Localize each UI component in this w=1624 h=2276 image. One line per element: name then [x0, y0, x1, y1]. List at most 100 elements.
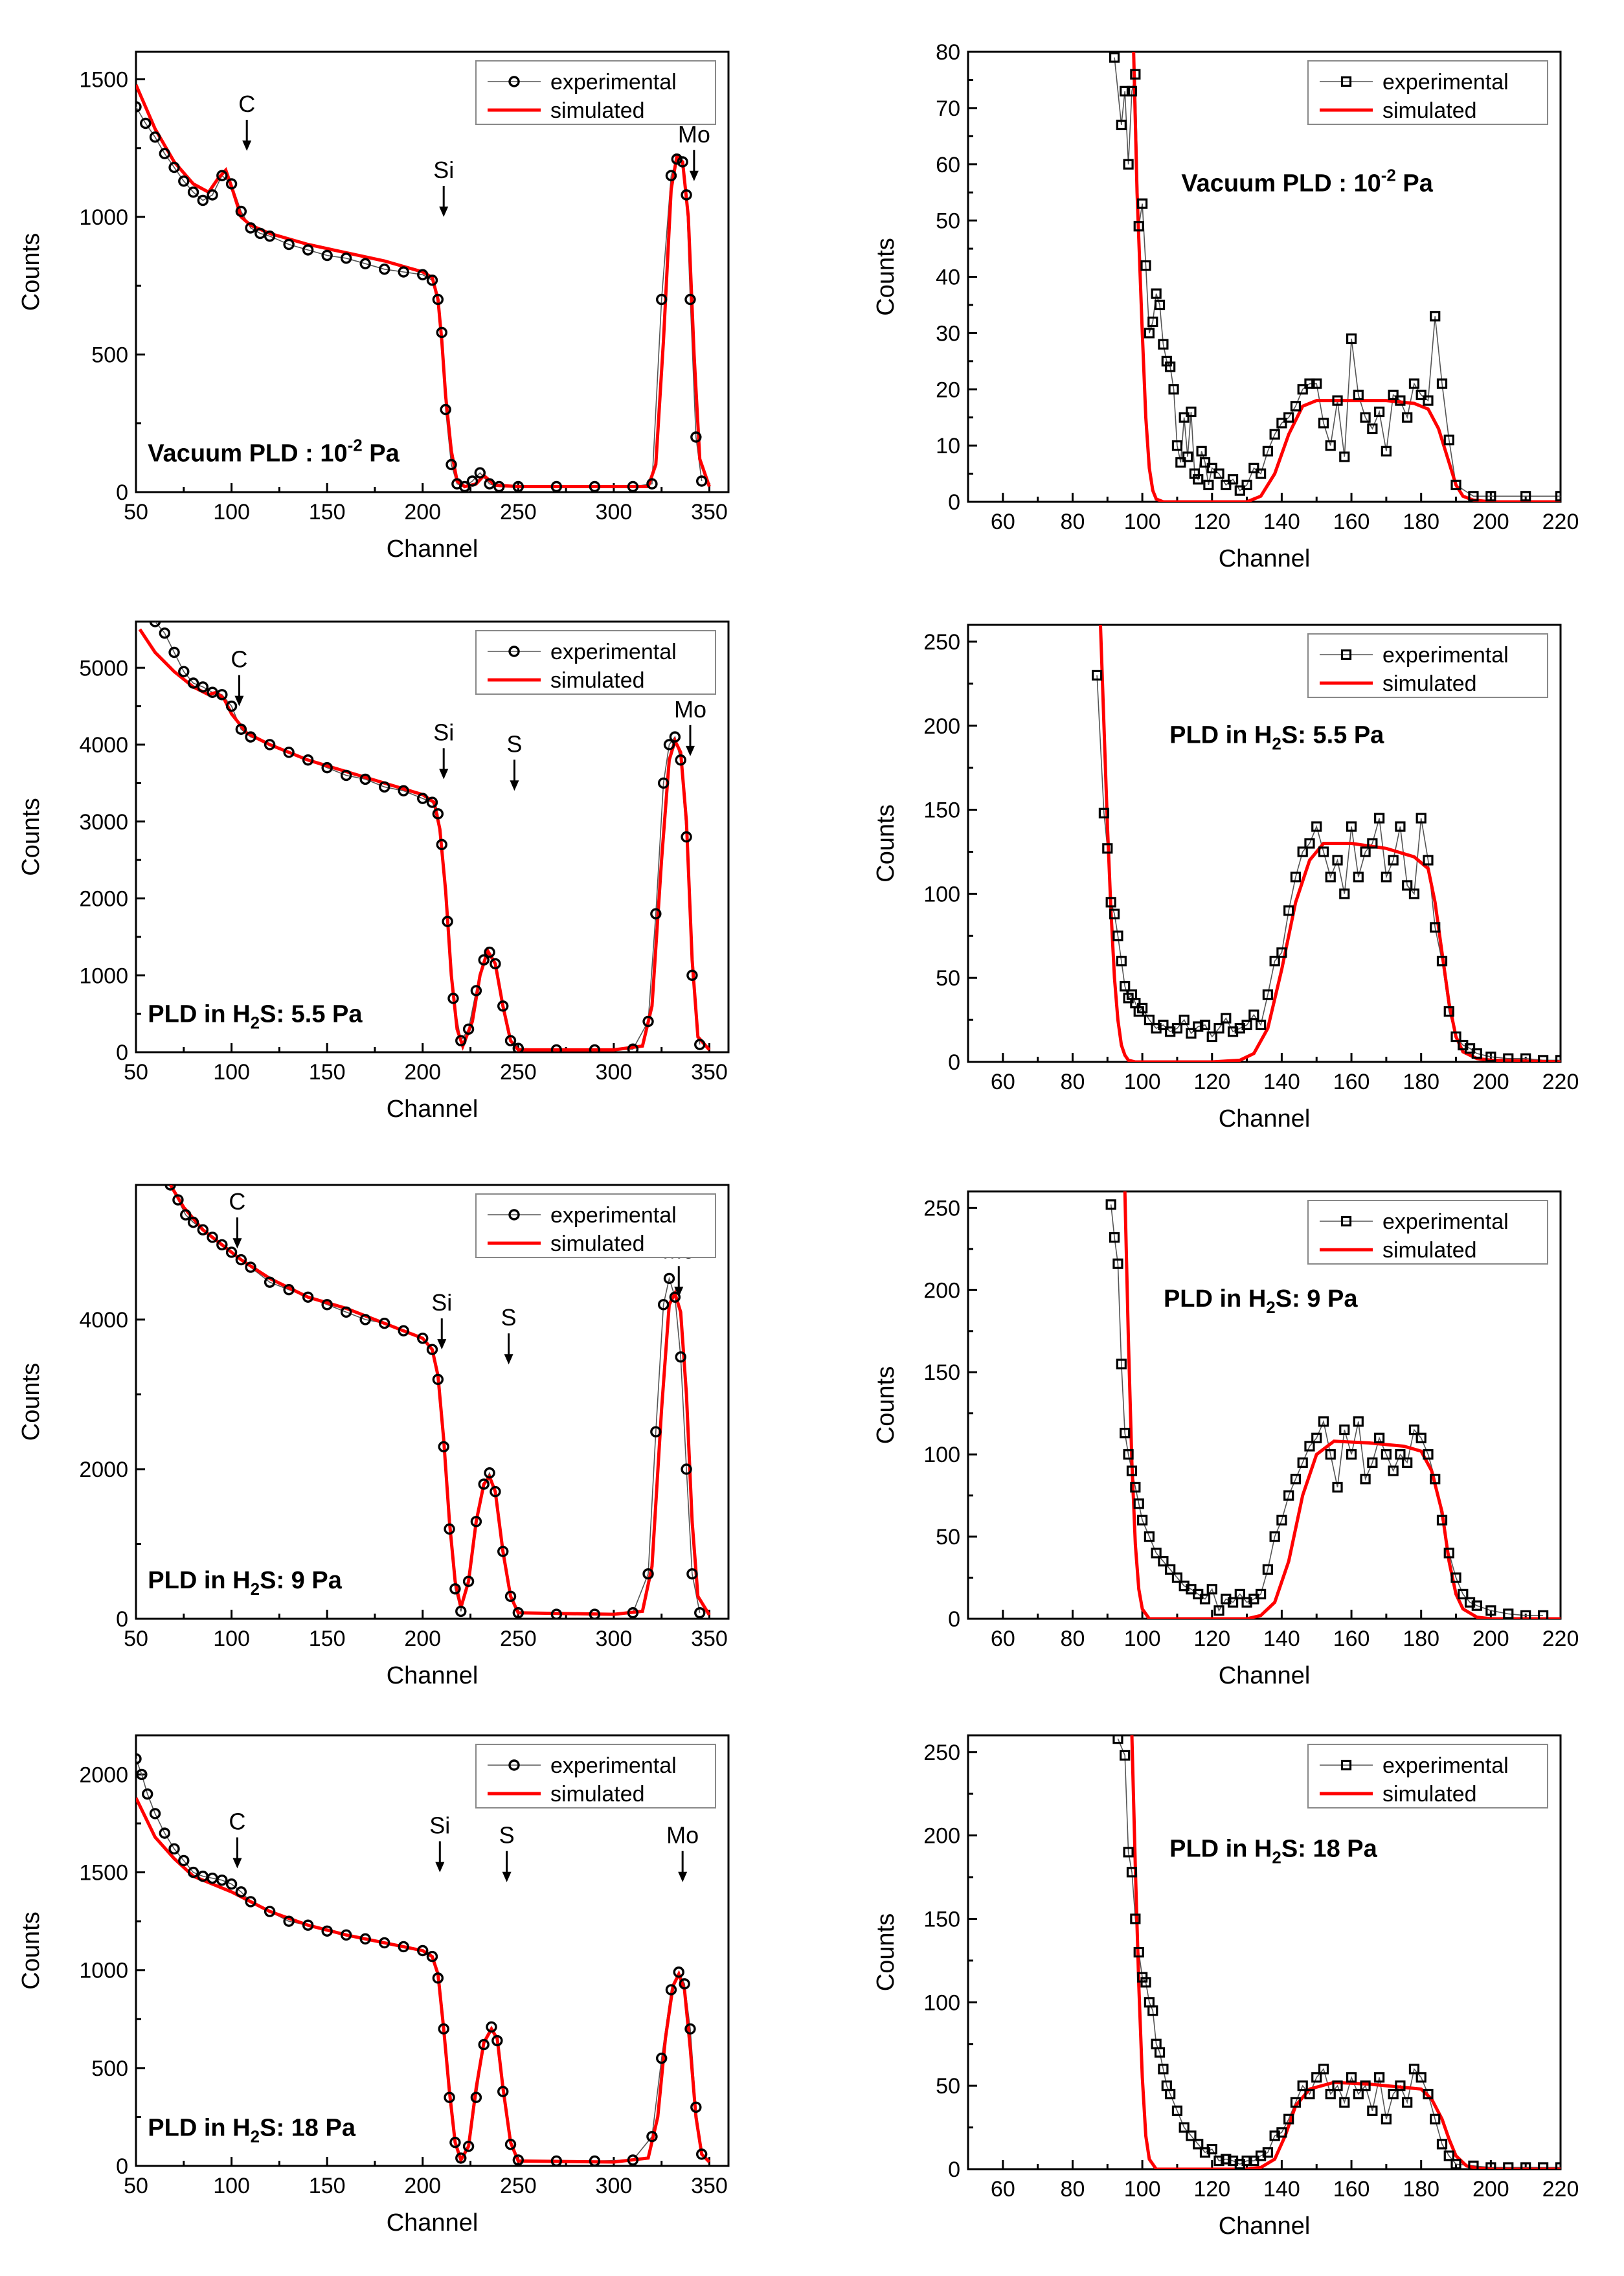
experimental-point: [187, 1866, 199, 1878]
legend-simulated-label: simulated: [550, 98, 645, 123]
element-label: Si: [429, 1812, 450, 1839]
experimental-point: [1109, 908, 1120, 919]
experimental-point: [1234, 1588, 1245, 1600]
experimental-point: [445, 458, 457, 471]
experimental-point: [1196, 445, 1207, 456]
experimental-point: [458, 480, 471, 492]
experimental-point: [490, 1485, 501, 1498]
experimental-point: [1248, 1009, 1259, 1020]
x-tick-label: 350: [691, 2174, 728, 2198]
y-tick-label: 40: [936, 265, 960, 290]
experimental-point: [1105, 897, 1116, 908]
experimental-point: [1332, 2080, 1343, 2091]
experimental-point: [283, 747, 295, 758]
experimental-point: [1221, 1013, 1232, 1024]
experimental-point: [497, 2086, 509, 2097]
y-tick-label: 0: [948, 490, 960, 515]
experimental-point: [681, 189, 692, 201]
experimental-point: [136, 1768, 148, 1781]
experimental-point: [1276, 1515, 1287, 1526]
experimental-point: [589, 1044, 601, 1052]
x-tick-label: 80: [1061, 2177, 1085, 2202]
experimental-point: [1450, 1572, 1461, 1583]
y-tick-label: 4000: [79, 733, 128, 758]
experimental-point: [490, 958, 501, 970]
legend-box: [475, 630, 716, 695]
experimental-point: [1241, 2156, 1252, 2167]
x-tick-label: 140: [1263, 1070, 1300, 1094]
x-tick-label: 140: [1263, 2177, 1300, 2202]
experimental-point: [1130, 1913, 1141, 1924]
experimental-point: [1318, 846, 1329, 857]
chart-p3: 50 100 150 200 250 300 350 0 1000 2000 3000 4000 500…: [17, 620, 730, 1123]
experimental-point: [187, 1217, 199, 1228]
experimental-point: [491, 2034, 503, 2047]
experimental-point: [1346, 1449, 1357, 1460]
experimental-point: [1520, 1610, 1531, 1619]
y-tick-label: 1000: [79, 1959, 128, 1983]
legend-experimental-marker: [1340, 1215, 1352, 1227]
experimental-point: [1471, 1048, 1482, 1059]
experimental-point: [432, 1972, 444, 1984]
chart-p7: 50 100 150 200 250 300 350 0 500 1000 1500 2000 Chan…: [17, 1734, 730, 2237]
legend-box: [1307, 60, 1548, 125]
experimental-point: [1436, 378, 1448, 389]
experimental-point: [677, 156, 688, 168]
legend-experimental-label: experimental: [1382, 70, 1509, 95]
experimental-point: [1297, 2080, 1308, 2091]
annotation-part: PLD in H: [148, 2114, 250, 2141]
plot-frame: [135, 51, 730, 493]
experimental-point: [1304, 838, 1315, 849]
experimental-line: [1114, 57, 1561, 497]
experimental-point: [1325, 440, 1336, 451]
simulated-line: [138, 628, 711, 1052]
experimental-point: [340, 1306, 352, 1318]
experimental-point: [1182, 451, 1193, 462]
experimental-point: [142, 1788, 153, 1800]
x-tick-label: 300: [596, 1060, 633, 1085]
y-tick-label: 80: [936, 40, 960, 65]
experimental-point: [398, 266, 409, 278]
y-tick-label: 60: [936, 153, 960, 177]
annotation-part: 2: [251, 2126, 260, 2146]
experimental-point: [1269, 956, 1280, 967]
element-arrow-head: [232, 1238, 242, 1249]
experimental-point: [1144, 1014, 1155, 1026]
experimental-point: [1423, 395, 1434, 406]
experimental-point: [1092, 670, 1103, 681]
experimental-point: [1408, 378, 1420, 389]
experimental-point: [1297, 846, 1308, 857]
simulated-line: [1099, 625, 1561, 1062]
x-tick-label: 220: [1542, 2177, 1579, 2202]
annotation-part: Vacuum PLD : 10: [1181, 170, 1381, 197]
simulated-line: [1123, 1191, 1561, 1619]
experimental-point: [235, 1254, 247, 1266]
experimental-point: [1374, 813, 1385, 824]
simulated-line: [136, 84, 711, 489]
x-tick-label: 150: [309, 1627, 346, 1651]
experimental-point: [1193, 1021, 1204, 1032]
y-tick-label: 3000: [79, 810, 128, 835]
y-tick-label: 1500: [79, 68, 128, 93]
experimental-point: [1555, 491, 1561, 502]
experimental-point: [1318, 1416, 1329, 1427]
x-tick-label: 80: [1061, 1627, 1085, 1651]
y-tick-label: 500: [91, 343, 128, 368]
experimental-point: [359, 773, 371, 785]
experimental-point: [627, 1607, 639, 1619]
experimental-point: [550, 480, 563, 492]
experimental-point: [1353, 1416, 1364, 1427]
experimental-point: [1395, 2080, 1406, 2091]
experimental-point: [1144, 1531, 1155, 1542]
experimental-point: [178, 1854, 190, 1867]
experimental-point: [1485, 2162, 1496, 2169]
y-tick-label: 200: [923, 1278, 960, 1303]
legend-simulated-label: simulated: [1382, 671, 1477, 696]
experimental-point: [432, 293, 444, 306]
experimental-point: [1130, 1482, 1141, 1493]
element-label: S: [501, 1304, 517, 1331]
y-axis-title: Counts: [17, 1911, 45, 1989]
experimental-point: [1147, 2005, 1158, 2016]
experimental-point: [1381, 2113, 1392, 2124]
y-tick-label: 2000: [79, 1763, 128, 1787]
